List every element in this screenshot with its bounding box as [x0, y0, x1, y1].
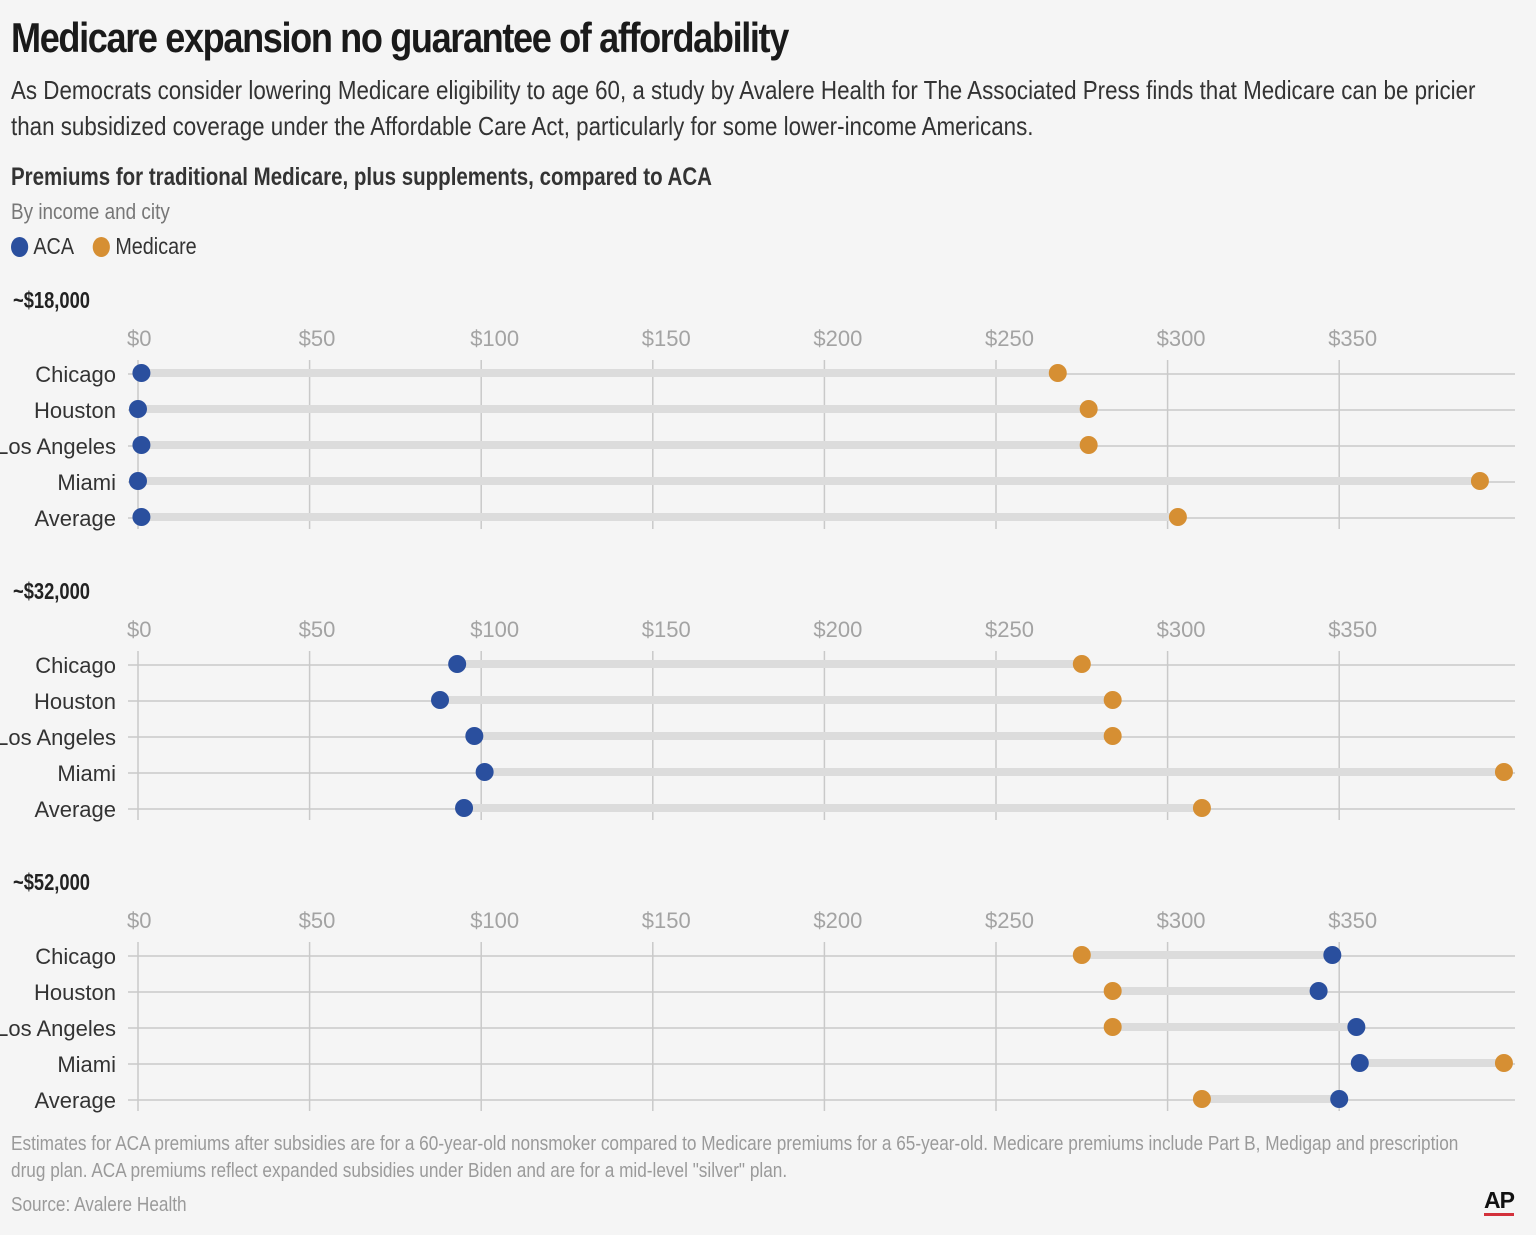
dot-medicare-1-1	[1103, 691, 1122, 709]
tick-label-1-2: $100	[470, 617, 519, 642]
tick-label-2-1: $50	[299, 908, 336, 933]
category-label-1-3: Miami	[57, 761, 116, 786]
ap-logo: AP	[1484, 1188, 1515, 1216]
category-label-0-1: Houston	[34, 398, 116, 423]
tick-label-2-0: $0	[127, 908, 151, 933]
category-label-2-4: Average	[34, 1088, 116, 1113]
legend-item-medicare: Medicare	[92, 233, 197, 260]
dot-medicare-0-1	[1079, 400, 1098, 418]
legend-label-aca: ACA	[33, 233, 75, 259]
tick-label-2-2: $100	[470, 908, 519, 933]
dot-aca-1-3	[475, 763, 494, 781]
dot-medicare-1-2	[1103, 727, 1122, 745]
legend: ACA Medicare	[11, 233, 216, 260]
dot-medicare-0-3	[1470, 472, 1489, 490]
dot-aca-2-3	[1350, 1054, 1369, 1072]
dot-aca-0-4	[132, 508, 151, 526]
tick-label-2-4: $200	[813, 908, 862, 933]
category-label-1-4: Average	[34, 797, 116, 822]
tick-label-0-5: $250	[985, 326, 1034, 351]
dot-medicare-2-0	[1072, 946, 1091, 964]
tick-label-0-3: $150	[642, 326, 691, 351]
footnote: Estimates for ACA premiums after subsidi…	[11, 1133, 1459, 1182]
category-label-0-3: Miami	[57, 470, 116, 495]
panel-label-2: ~$52,000	[13, 869, 90, 895]
category-label-2-0: Chicago	[35, 944, 116, 969]
category-label-2-3: Miami	[57, 1052, 116, 1077]
legend-dot-aca	[11, 236, 29, 257]
tick-label-0-6: $300	[1157, 326, 1206, 351]
chart-headline: Medicare expansion no guarantee of affor…	[11, 14, 789, 61]
tick-label-0-0: $0	[127, 326, 151, 351]
dot-aca-0-2	[132, 436, 151, 454]
dot-medicare-2-4	[1192, 1090, 1211, 1108]
tick-label-2-6: $300	[1157, 908, 1206, 933]
dot-aca-0-3	[129, 472, 147, 490]
chart-subtitle: By income and city	[11, 199, 170, 224]
category-label-1-0: Chicago	[35, 653, 116, 678]
dot-aca-0-0	[132, 364, 151, 382]
category-label-1-2: Los Angeles	[0, 725, 116, 750]
dot-medicare-2-1	[1103, 982, 1122, 1000]
category-label-0-0: Chicago	[35, 362, 116, 387]
chart-title: Premiums for traditional Medicare, plus …	[11, 163, 712, 191]
tick-label-1-6: $300	[1157, 617, 1206, 642]
tick-label-2-7: $350	[1328, 908, 1377, 933]
tick-label-0-2: $100	[470, 326, 519, 351]
source-credit: Source: Avalere Health	[11, 1194, 187, 1216]
legend-label-medicare: Medicare	[115, 233, 197, 259]
dot-medicare-0-0	[1048, 364, 1067, 382]
category-label-0-4: Average	[34, 506, 116, 531]
category-label-2-2: Los Angeles	[0, 1016, 116, 1041]
legend-item-aca: ACA	[11, 233, 74, 260]
dot-aca-2-0	[1323, 946, 1342, 964]
tick-label-1-3: $150	[642, 617, 691, 642]
tick-label-1-0: $0	[127, 617, 151, 642]
tick-label-1-1: $50	[299, 617, 336, 642]
dot-medicare-2-2	[1103, 1018, 1122, 1036]
category-label-2-1: Houston	[34, 980, 116, 1005]
legend-dot-medicare	[92, 236, 111, 257]
category-label-0-2: Los Angeles	[0, 434, 116, 459]
panel-label-1: ~$32,000	[13, 578, 90, 604]
dot-aca-0-1	[129, 400, 147, 418]
dot-medicare-2-3	[1494, 1054, 1513, 1072]
dot-aca-2-2	[1347, 1018, 1366, 1036]
dot-medicare-0-4	[1168, 508, 1187, 526]
tick-label-2-5: $250	[985, 908, 1034, 933]
dot-medicare-0-2	[1079, 436, 1098, 454]
dot-aca-1-1	[431, 691, 450, 709]
tick-label-1-5: $250	[985, 617, 1034, 642]
tick-label-0-4: $200	[813, 326, 862, 351]
dot-medicare-1-4	[1192, 799, 1211, 817]
dot-aca-2-1	[1309, 982, 1328, 1000]
tick-label-0-1: $50	[299, 326, 336, 351]
tick-label-1-4: $200	[813, 617, 862, 642]
tick-label-0-7: $350	[1328, 326, 1377, 351]
category-label-1-1: Houston	[34, 689, 116, 714]
tick-label-2-3: $150	[642, 908, 691, 933]
tick-label-1-7: $350	[1328, 617, 1377, 642]
dot-aca-2-4	[1330, 1090, 1349, 1108]
dot-aca-1-4	[455, 799, 474, 817]
dot-aca-1-0	[448, 655, 467, 673]
chart-deck: As Democrats consider lowering Medicare …	[11, 75, 1476, 141]
dot-aca-1-2	[465, 727, 484, 745]
dot-medicare-1-0	[1072, 655, 1091, 673]
dot-medicare-1-3	[1494, 763, 1513, 781]
panel-label-0: ~$18,000	[13, 287, 90, 313]
